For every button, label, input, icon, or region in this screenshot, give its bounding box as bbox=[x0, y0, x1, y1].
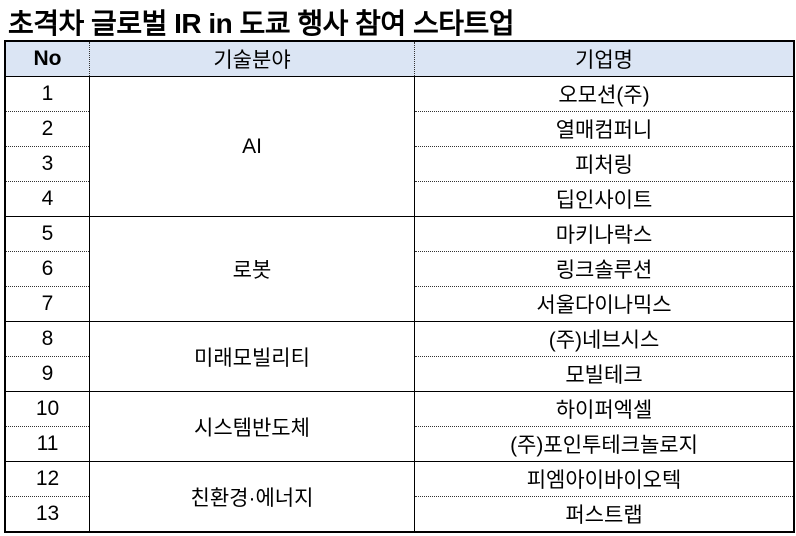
company-name: 퍼스트랩 bbox=[414, 496, 795, 533]
row-number: 9 bbox=[4, 356, 90, 392]
table-row: 7 서울다이나믹스 bbox=[4, 286, 795, 322]
page-title: 초격차 글로벌 IR in 도쿄 행사 참여 스타트업 bbox=[8, 8, 515, 39]
company-name: 열매컴퍼니 bbox=[414, 111, 795, 147]
startup-table: No 기술분야 기업명 1 AI 오모션(주) 2 열매컴퍼니 3 피처링 4 딥인사이트 5 로봇… bbox=[4, 40, 795, 533]
table-row: 10 시스템반도체 하이퍼엑셀 bbox=[4, 391, 795, 462]
row-number: 8 bbox=[4, 321, 90, 357]
table-row: 6 링크솔루션 bbox=[4, 251, 795, 287]
row-number: 4 bbox=[4, 181, 90, 217]
table-row: 3 피처링 bbox=[4, 146, 795, 182]
header-no: No bbox=[4, 40, 90, 77]
row-number: 2 bbox=[4, 111, 90, 147]
header-company: 기업명 bbox=[414, 40, 795, 77]
table-row: 5 로봇 마키나락스 bbox=[4, 216, 795, 322]
company-name: 서울다이나믹스 bbox=[414, 286, 795, 322]
company-name: (주)포인투테크놀로지 bbox=[414, 426, 795, 462]
header-row: No 기술분야 기업명 bbox=[4, 40, 795, 77]
tech-field: 로봇 bbox=[89, 216, 415, 322]
tech-field: 미래모빌리티 bbox=[89, 321, 415, 392]
row-number: 13 bbox=[4, 496, 90, 533]
table-row: 8 미래모빌리티 (주)네브시스 bbox=[4, 321, 795, 392]
tech-field: 시스템반도체 bbox=[89, 391, 415, 462]
row-number: 1 bbox=[4, 76, 90, 112]
row-number: 12 bbox=[4, 461, 90, 497]
row-number: 11 bbox=[4, 426, 90, 462]
company-name: 모빌테크 bbox=[414, 356, 795, 392]
row-number: 7 bbox=[4, 286, 90, 322]
table-row: 1 AI 오모션(주) bbox=[4, 76, 795, 217]
table-row: 13 퍼스트랩 bbox=[4, 496, 795, 533]
tech-field: 친환경·에너지 bbox=[89, 461, 415, 533]
company-name: 마키나락스 bbox=[414, 216, 795, 252]
company-name: 하이퍼엑셀 bbox=[414, 391, 795, 427]
table-row: 11 (주)포인투테크놀로지 bbox=[4, 426, 795, 462]
row-number: 3 bbox=[4, 146, 90, 182]
company-name: 딥인사이트 bbox=[414, 181, 795, 217]
company-name: 오모션(주) bbox=[414, 76, 795, 112]
company-name: (주)네브시스 bbox=[414, 321, 795, 357]
company-name: 링크솔루션 bbox=[414, 251, 795, 287]
header-field: 기술분야 bbox=[89, 40, 415, 77]
row-number: 10 bbox=[4, 391, 90, 427]
table-row: 9 모빌테크 bbox=[4, 356, 795, 392]
row-number: 5 bbox=[4, 216, 90, 252]
tech-field: AI bbox=[89, 76, 415, 217]
company-name: 피엠아이바이오텍 bbox=[414, 461, 795, 497]
company-name: 피처링 bbox=[414, 146, 795, 182]
row-number: 6 bbox=[4, 251, 90, 287]
table-row: 12 친환경·에너지 피엠아이바이오텍 bbox=[4, 461, 795, 533]
table-row: 4 딥인사이트 bbox=[4, 181, 795, 217]
